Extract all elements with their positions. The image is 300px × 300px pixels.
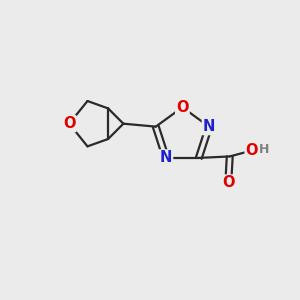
Text: O: O <box>63 116 76 131</box>
Text: O: O <box>222 176 235 190</box>
Text: O: O <box>246 143 258 158</box>
Text: N: N <box>160 150 172 165</box>
Text: H: H <box>259 142 269 156</box>
Text: N: N <box>203 119 215 134</box>
Text: O: O <box>176 100 189 115</box>
